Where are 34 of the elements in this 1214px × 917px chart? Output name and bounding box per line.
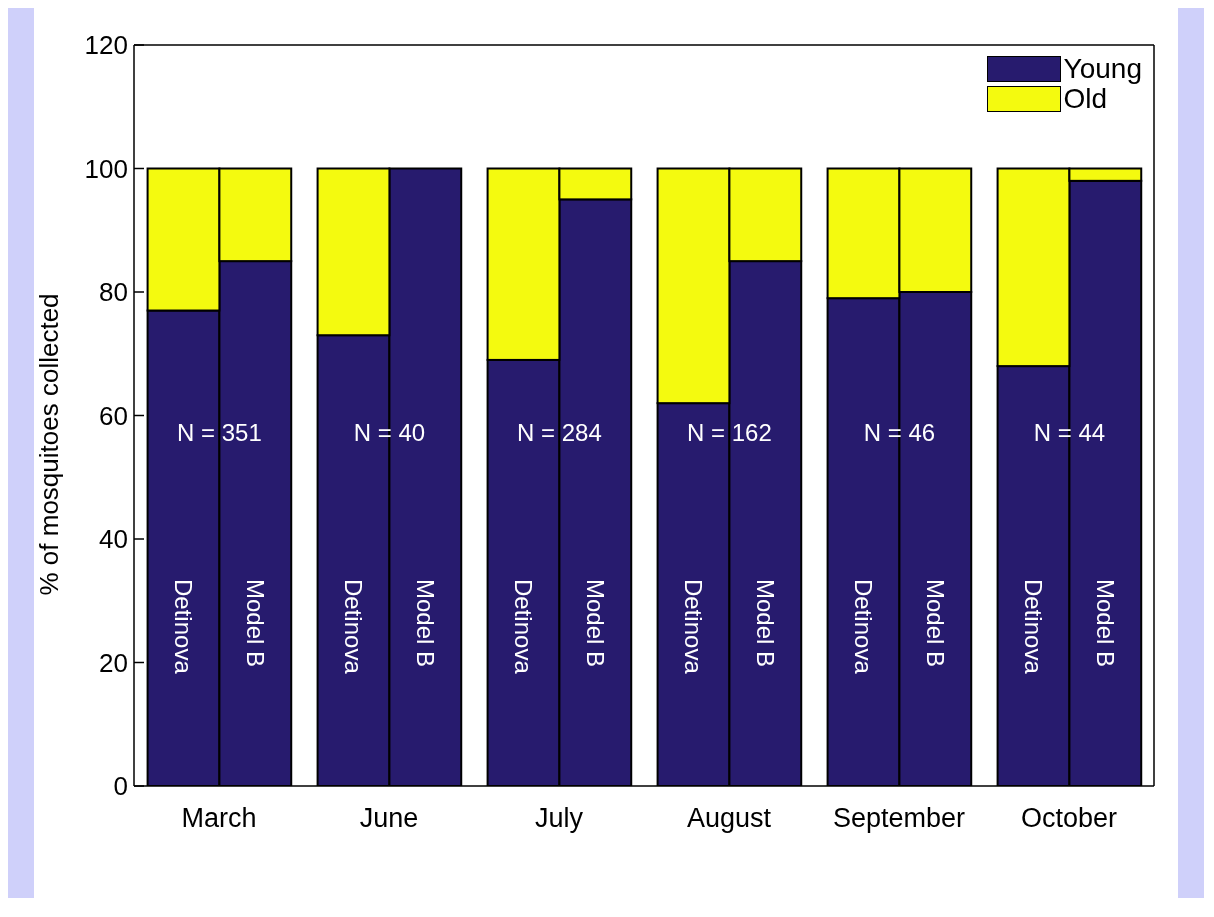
x-tick-label: Detinova [510,579,537,675]
x-tick-label: Model B [921,579,949,668]
annotation: N = 44 [1033,418,1106,446]
y-tick-label: 80 [99,277,128,308]
x-tick-label: Model B [241,579,269,668]
annotation: N = 284 [517,418,602,446]
y-tick-label: 20 [99,647,128,678]
x-tick-label: Detinova [170,579,197,675]
annotation: N = 46 [863,418,936,446]
y-tick-label: 0 [113,771,128,802]
x-tick-label: Detinova [680,579,707,675]
text: August [686,803,772,833]
text: September [832,803,966,833]
y-tick-label: 120 [84,30,128,61]
x-tick-label: Model B [581,579,609,668]
annotation: N = 351 [177,418,262,446]
text: July [534,803,584,833]
legend-label: Young [1063,53,1142,84]
y-tick-label: 100 [84,153,128,184]
x-tick-label: Model B [411,579,439,668]
y-tick-label: 60 [99,400,128,431]
legend-label: Old [1063,83,1108,114]
annotation: N = 162 [687,418,772,446]
y-axis-title: % of mosquitoes collected [34,293,65,596]
x-tick-label: Model B [1091,579,1119,668]
text: March [181,803,257,833]
annotation: N = 40 [353,418,426,446]
y-tick-label: 40 [99,524,128,555]
x-tick-label: Detinova [850,579,877,675]
x-tick-label: Detinova [340,579,367,675]
x-tick-label: Detinova [1020,579,1047,675]
text: October [1020,803,1118,833]
x-tick-label: Model B [751,579,779,668]
text: June [359,803,419,833]
